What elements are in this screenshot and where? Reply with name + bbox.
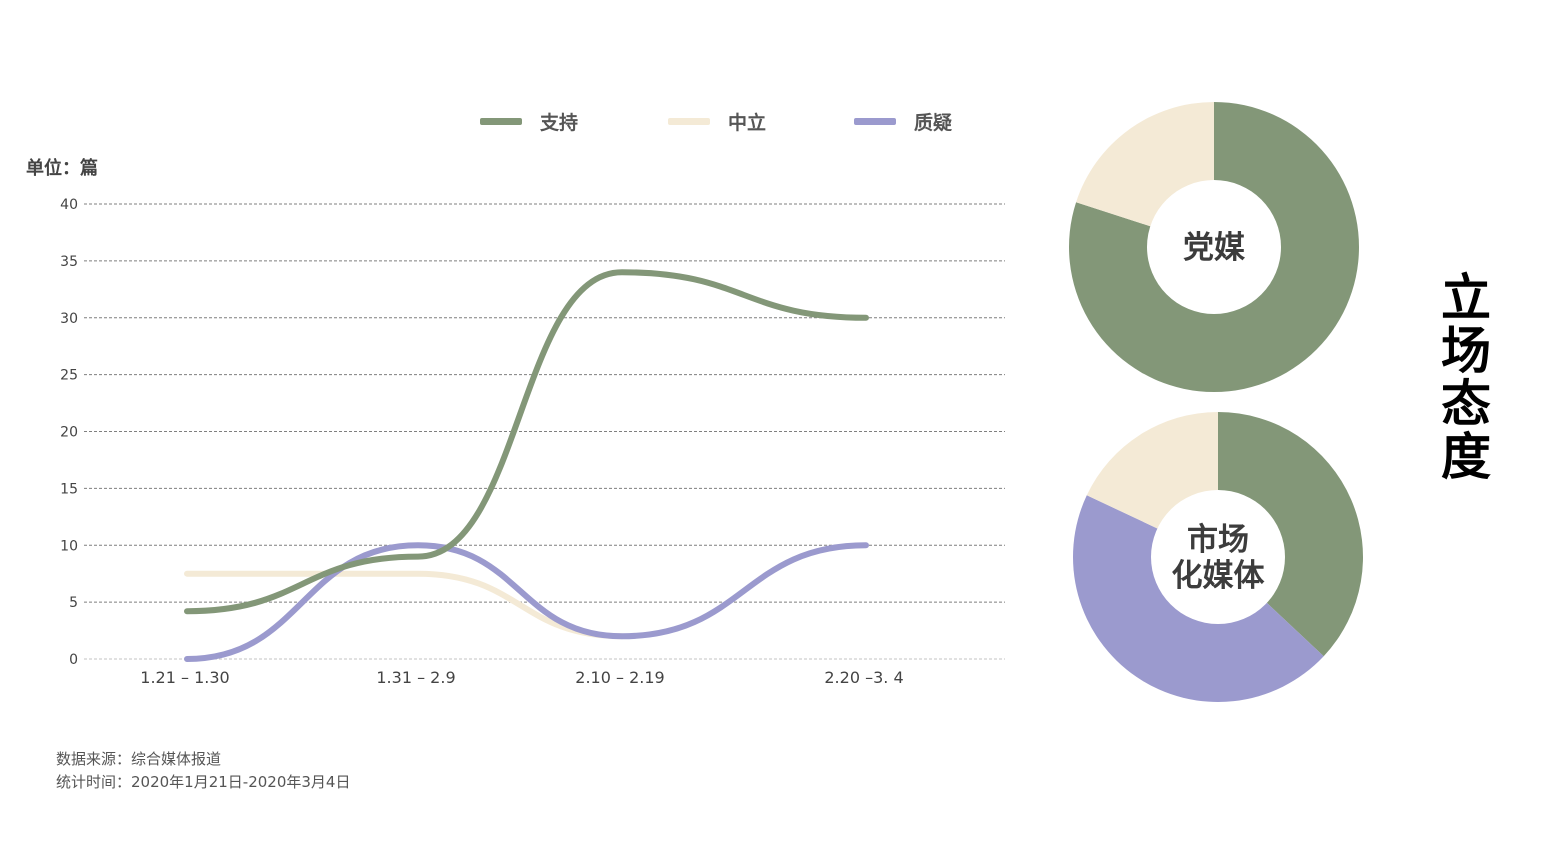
y-tick-label-35: 35 bbox=[60, 254, 78, 270]
y-axis-unit-label: 单位：篇 bbox=[26, 158, 98, 179]
donut-center-label-0: 党媒 bbox=[1183, 230, 1246, 266]
y-tick-label-40: 40 bbox=[60, 197, 78, 213]
legend-swatch-doubt bbox=[854, 118, 896, 125]
legend-label-support: 支持 bbox=[540, 112, 579, 134]
x-tick-label-2: 2.10 – 2.19 bbox=[575, 668, 664, 687]
y-tick-label-0: 0 bbox=[69, 652, 78, 668]
legend-swatch-neutral bbox=[668, 118, 710, 125]
y-tick-label-15: 15 bbox=[60, 481, 78, 497]
legend-label-neutral: 中立 bbox=[728, 112, 767, 134]
data-source-note: 数据来源：综合媒体报道 bbox=[56, 750, 222, 768]
y-tick-label-30: 30 bbox=[60, 311, 78, 327]
side-title: 立场态度 bbox=[1441, 269, 1491, 486]
donut-hole bbox=[1151, 490, 1285, 624]
x-tick-label-0: 1.21 – 1.30 bbox=[140, 668, 229, 687]
legend-label-doubt: 质疑 bbox=[914, 112, 953, 134]
legend-item-doubt: 质疑 bbox=[854, 108, 952, 135]
statistics-period-note: 统计时间：2020年1月21日-2020年3月4日 bbox=[56, 773, 351, 791]
legend-swatch-support bbox=[480, 118, 522, 125]
donut-chart-party-media: 党媒 bbox=[1069, 102, 1359, 393]
series-line-doubt bbox=[184, 542, 869, 662]
x-tick-label-3: 2.20 –3. 4 bbox=[824, 668, 903, 687]
source-notes: 数据来源：综合媒体报道 统计时间：2020年1月21日-2020年3月4日 bbox=[56, 748, 350, 794]
y-tick-label-20: 20 bbox=[60, 425, 78, 441]
series-line-support bbox=[184, 269, 869, 615]
x-tick-label-1: 1.31 – 2.9 bbox=[376, 668, 455, 687]
donut-slice-0 bbox=[1218, 412, 1363, 657]
donut-center-label-0: 市场 bbox=[1187, 522, 1249, 558]
y-tick-label-25: 25 bbox=[60, 368, 78, 384]
legend-item-neutral: 中立 bbox=[668, 108, 854, 135]
donut-center-label-1: 化媒体 bbox=[1172, 558, 1265, 594]
legend-item-support: 支持 bbox=[480, 108, 668, 135]
chart-legend: 支持 中立 质疑 bbox=[480, 108, 952, 135]
donut-hole bbox=[1147, 180, 1281, 314]
y-tick-label-5: 5 bbox=[69, 595, 78, 611]
series-line-neutral bbox=[184, 570, 625, 640]
y-tick-label-10: 10 bbox=[60, 538, 78, 554]
